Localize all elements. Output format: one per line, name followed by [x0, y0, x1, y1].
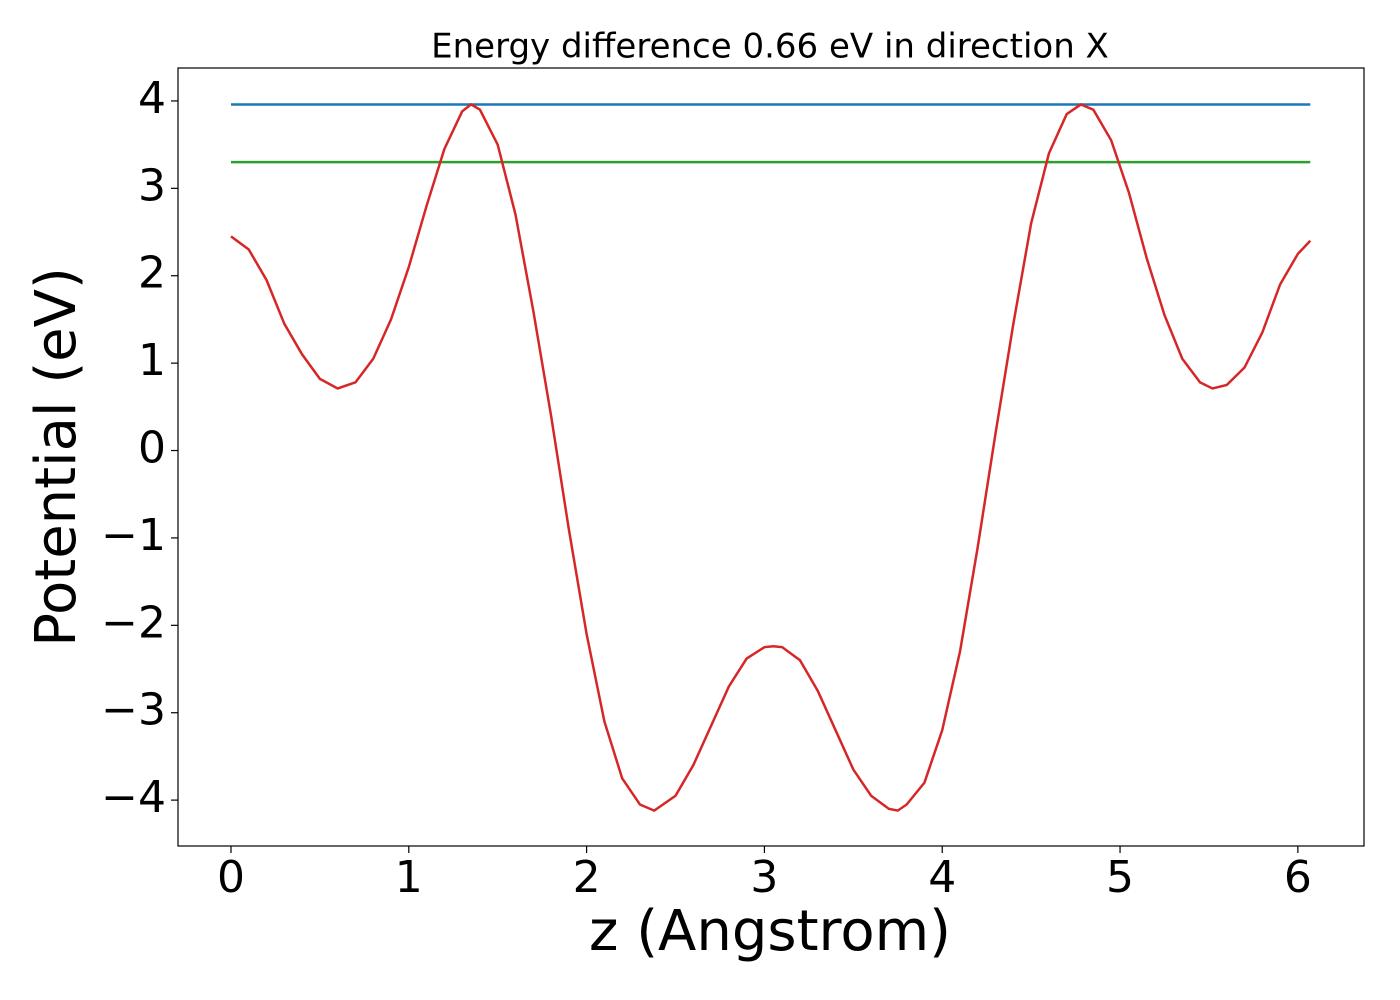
y-tick-label: 0	[138, 423, 166, 474]
y-tick-label: 2	[138, 248, 166, 299]
data-line	[230, 102, 1312, 813]
y-tick-label: 3	[138, 160, 166, 211]
x-axis-label: z (Angstrom)	[589, 899, 951, 964]
y-tick-label: −2	[101, 597, 166, 648]
y-tick-label: −4	[101, 772, 166, 823]
x-tick-label: 6	[1284, 852, 1312, 903]
x-tick-label: 2	[573, 852, 601, 903]
y-tick-label: −3	[101, 685, 166, 736]
x-tick-label: 0	[217, 852, 245, 903]
y-tick-label: 1	[138, 335, 166, 386]
x-tick-label: 1	[395, 852, 423, 903]
chart-title: Energy difference 0.66 eV in direction X	[431, 27, 1109, 67]
x-tick-label: 3	[750, 852, 778, 903]
x-tick-label: 5	[1106, 852, 1134, 903]
x-tick-label: 4	[928, 852, 956, 903]
y-tick-label: −1	[101, 510, 166, 561]
plot-frame	[177, 67, 1365, 847]
y-tick-label: 4	[138, 73, 166, 124]
y-axis-label: Potential (eV)	[24, 267, 89, 647]
